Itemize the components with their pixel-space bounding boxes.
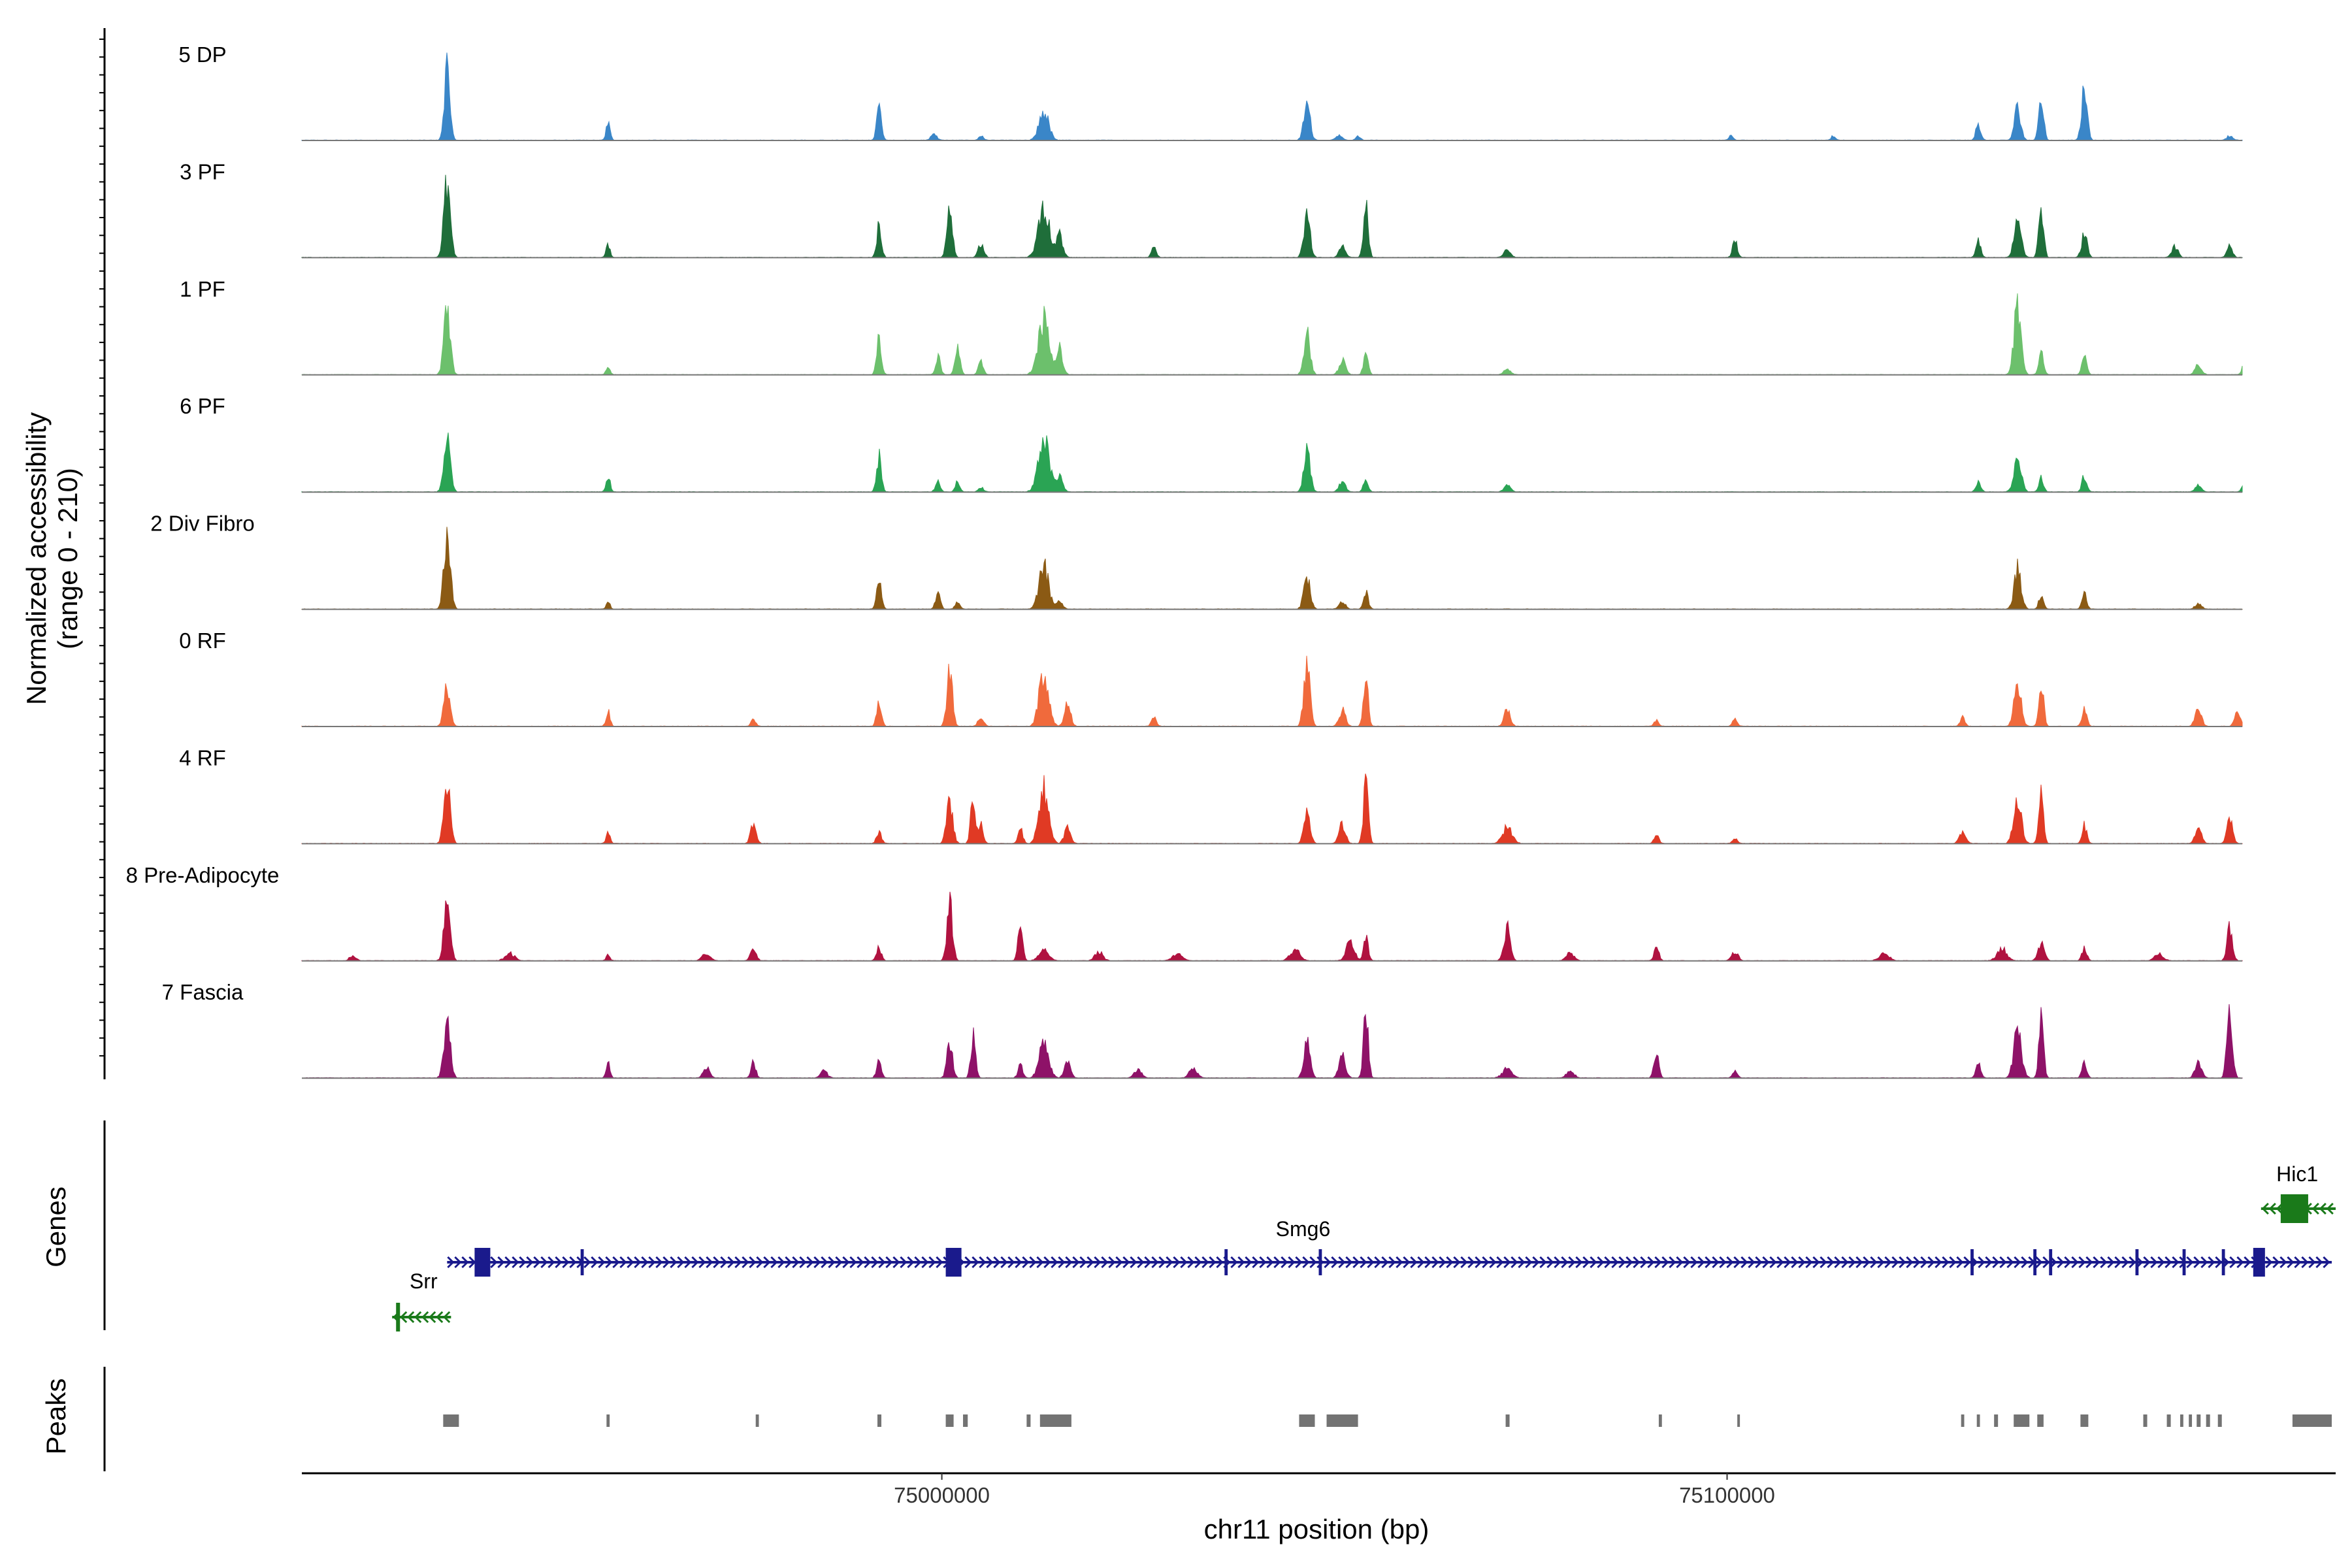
track-5-dp: 5 DP (178, 42, 2243, 141)
coverage-area (301, 655, 2243, 727)
gene-label: Hic1 (2276, 1162, 2318, 1186)
coverage-tracks: 5 DP 3 PF 1 PF 6 PF 2 Div Fibro 0 RF 4 RF 8 Pre… (126, 42, 2243, 1079)
track-label: 1 PF (180, 277, 225, 301)
peak-mark (2197, 1414, 2201, 1427)
gene-srr: Srr (392, 1269, 451, 1331)
track-2-div-fibro: 2 Div Fibro (150, 512, 2243, 610)
peak-mark (2014, 1414, 2030, 1427)
peak-panel (443, 1414, 2332, 1427)
peak-mark (1976, 1414, 1980, 1427)
peak-mark (1505, 1414, 1510, 1427)
peak-mark (2292, 1414, 2332, 1427)
gene-smg6: Smg6 (447, 1217, 2332, 1277)
peaks-panel-title: Peaks (41, 1379, 71, 1455)
peak-mark (2206, 1414, 2210, 1427)
y-axis-title-line2: (range 0 - 210) (52, 468, 83, 649)
track-label: 3 PF (180, 159, 225, 184)
peak-mark (2217, 1414, 2222, 1427)
track-label: 4 RF (179, 745, 226, 770)
track-7-fascia: 7 Fascia (162, 980, 2243, 1079)
exon (945, 1248, 962, 1277)
exon (2221, 1249, 2225, 1275)
track-8-pre-adipocyte: 8 Pre-Adipocyte (126, 863, 2243, 962)
track-label: 8 Pre-Adipocyte (126, 863, 280, 887)
peak-mark (1039, 1414, 1071, 1427)
exon (2280, 1194, 2308, 1223)
track-label: 5 DP (178, 42, 226, 67)
peak-mark (945, 1414, 954, 1427)
peak-mark (606, 1414, 610, 1427)
x-axis-title: chr11 position (bp) (1204, 1514, 1429, 1544)
coverage-area (301, 293, 2243, 376)
x-tick-label: 75100000 (1679, 1483, 1775, 1507)
exon (2033, 1249, 2037, 1275)
track-label: 7 Fascia (162, 980, 244, 1004)
peak-mark (1299, 1414, 1315, 1427)
exon (474, 1248, 491, 1277)
peak-mark (1961, 1414, 1965, 1427)
track-1-pf: 1 PF (180, 277, 2243, 376)
exon (2253, 1248, 2265, 1277)
peak-mark (1737, 1414, 1740, 1427)
gene-hic1: Hic1 (2261, 1162, 2336, 1223)
peak-mark (2180, 1414, 2183, 1427)
track-label: 2 Div Fibro (150, 512, 255, 536)
track-label: 0 RF (179, 629, 226, 653)
coverage-area (301, 527, 2243, 610)
strand-arrows (447, 1256, 2330, 1269)
exon (1970, 1249, 1974, 1275)
gene-label: Smg6 (1276, 1217, 1331, 1241)
track-3-pf: 3 PF (180, 159, 2243, 259)
strand-arrows (393, 1311, 451, 1324)
y-axis-title-line1: Normalized accessibility (21, 412, 52, 705)
coverage-area (301, 891, 2243, 962)
coverage-area (301, 52, 2243, 141)
track-4-rf: 4 RF (179, 745, 2243, 845)
peak-mark (443, 1414, 459, 1427)
axes: 75000000 75100000 (99, 28, 2336, 1507)
peak-mark (2080, 1414, 2089, 1427)
peak-mark (1026, 1414, 1031, 1427)
coverage-area (301, 433, 2243, 493)
exon (2135, 1249, 2139, 1275)
peak-mark (2189, 1414, 2193, 1427)
peak-mark (2143, 1414, 2148, 1427)
coverage-area (301, 774, 2243, 844)
x-tick-label: 75000000 (894, 1483, 990, 1507)
gene-label: Srr (410, 1269, 438, 1293)
genes-panel-title: Genes (41, 1186, 71, 1267)
exon (396, 1303, 400, 1331)
peak-mark (2166, 1414, 2171, 1427)
gene-annotation-panel: Smg6 Hic1 Srr (392, 1162, 2336, 1331)
track-6-pf: 6 PF (180, 394, 2243, 493)
peak-mark (1658, 1414, 1662, 1427)
exon (580, 1249, 584, 1275)
exon (1224, 1249, 1228, 1275)
coverage-area (301, 1004, 2243, 1079)
peak-mark (1994, 1414, 1999, 1427)
exon (2182, 1249, 2186, 1275)
track-label: 6 PF (180, 394, 225, 418)
peak-mark (877, 1414, 882, 1427)
peak-mark (755, 1414, 759, 1427)
peak-mark (2037, 1414, 2044, 1427)
peak-mark (963, 1414, 968, 1427)
exon (1318, 1249, 1322, 1275)
coverage-area (301, 174, 2243, 258)
track-0-rf: 0 RF (179, 629, 2243, 727)
peak-mark (1326, 1414, 1358, 1427)
exon (2049, 1249, 2053, 1275)
